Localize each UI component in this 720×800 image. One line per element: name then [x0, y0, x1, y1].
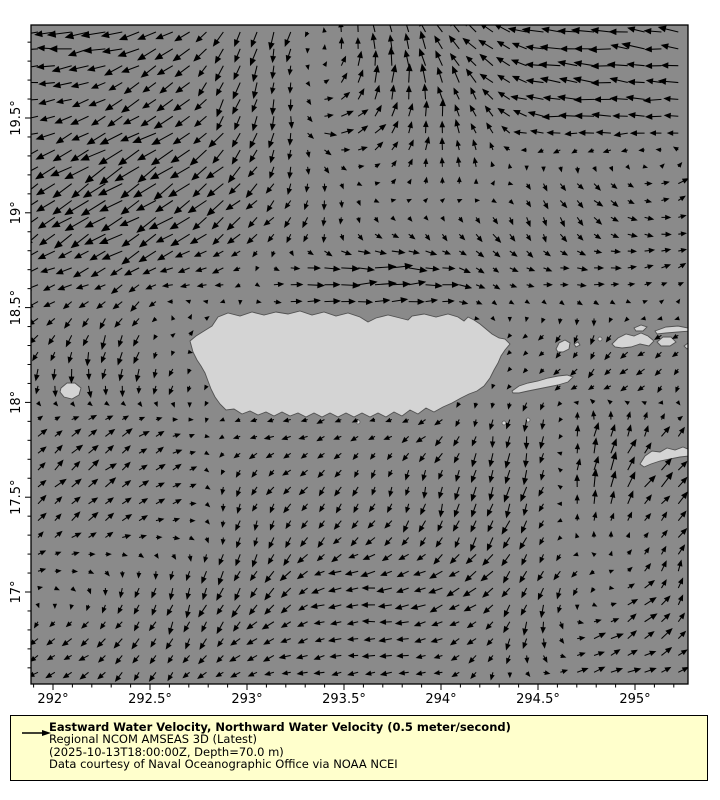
islet: [525, 417, 531, 423]
islet: [597, 336, 603, 342]
y-tick-label: 19.5°: [9, 100, 24, 135]
island-vieques: [511, 374, 574, 394]
island-islet-nw-st-thomas: [633, 324, 648, 332]
x-tick-label: 293°: [231, 692, 262, 707]
island-tortola: [654, 325, 688, 335]
island-puerto-rico: [189, 310, 511, 418]
x-tick-label: 295°: [619, 692, 650, 707]
island-st-thomas: [611, 332, 655, 349]
axis-ticks: 292° 292.5° 293° 293.5° 294° 294.5° 295° 19.5° 1…: [9, 41, 675, 707]
x-tick-label: 294.5°: [516, 692, 560, 707]
current-arrows: [31, 25, 688, 683]
y-tick-label: 18°: [9, 391, 24, 414]
plot-area: [59, 310, 688, 468]
islet: [501, 420, 507, 426]
legend-box: Eastward Water Velocity, Northward Water…: [10, 715, 708, 781]
plot-frame: [30, 24, 689, 685]
x-tick-label: 293.5°: [322, 692, 366, 707]
reference-arrow-icon: [22, 730, 51, 736]
x-tick-label: 292°: [37, 692, 68, 707]
legend-credit-line: Data courtesy of Naval Oceanographic Off…: [49, 757, 398, 772]
y-tick-label: 17.5°: [9, 479, 24, 514]
legend-time-depth-line: (2025-10-13T18:00:00Z, Depth=70.0 m): [49, 744, 284, 759]
x-tick-label: 294°: [425, 692, 456, 707]
y-tick-label: 18.5°: [9, 290, 24, 325]
legend-title: Eastward Water Velocity, Northward Water…: [49, 720, 511, 734]
island-culebrita: [573, 341, 581, 348]
y-tick-label: 19°: [9, 201, 24, 224]
island-st-john: [656, 336, 677, 347]
island-mona: [59, 382, 82, 400]
island-st-croix: [639, 446, 688, 468]
legend-model-line: Regional NCOM AMSEAS 3D (Latest): [49, 732, 258, 747]
island-islet-right-edge: [683, 342, 688, 350]
x-tick-label: 292.5°: [128, 692, 172, 707]
y-tick-label: 17°: [9, 580, 24, 603]
island-culebra: [555, 339, 571, 353]
velocity-vector-map: 292° 292.5° 293° 293.5° 294° 294.5° 295° 19.5° 1…: [9, 24, 689, 707]
